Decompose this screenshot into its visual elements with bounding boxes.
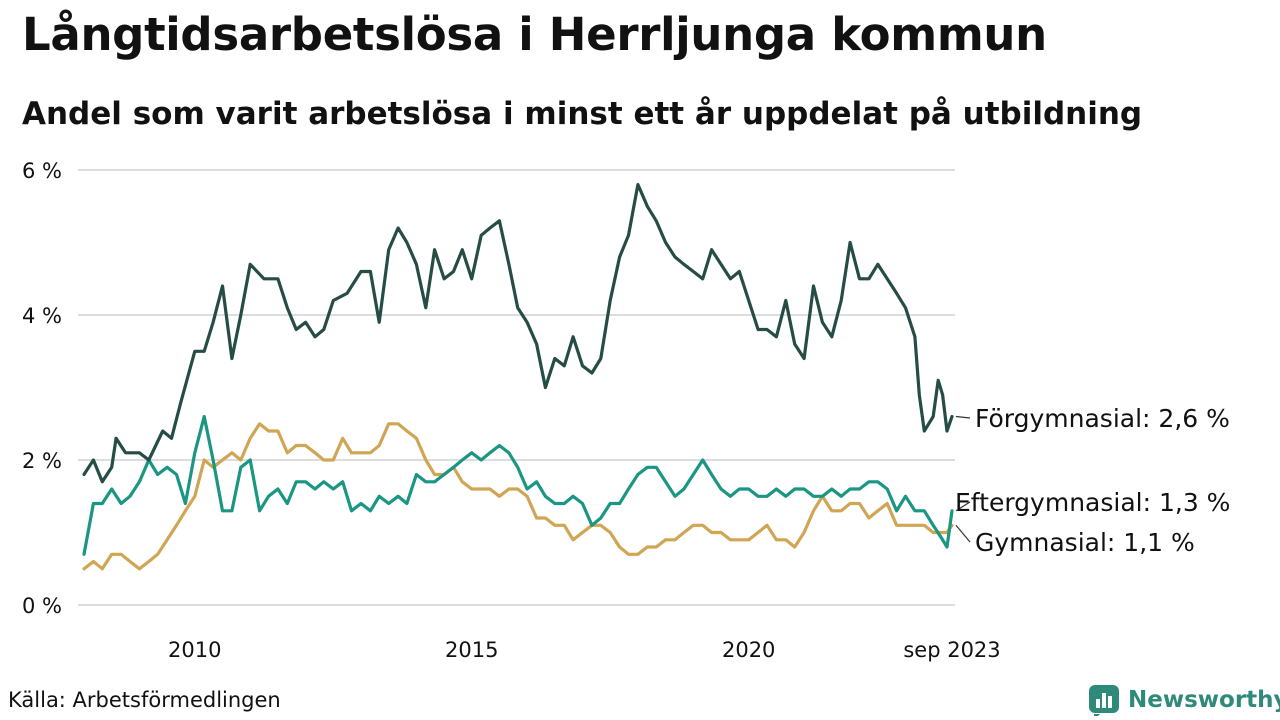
y-tick-label: 0 % bbox=[22, 594, 62, 618]
series-label-eftergymnasial: Eftergymnasial: 1,3 % bbox=[955, 488, 1230, 517]
series-labels: Förgymnasial: 2,6 % Eftergymnasial: 1,3 %… bbox=[955, 404, 1230, 557]
x-tick-label: 2010 bbox=[168, 638, 221, 662]
x-tick-label: sep 2023 bbox=[903, 638, 1000, 662]
leader-line-eftergymnasial bbox=[955, 501, 971, 512]
y-tick-label: 2 % bbox=[22, 449, 62, 473]
series-line-gymnasial bbox=[82, 422, 954, 571]
page-title: Långtidsarbetslösa i Herrljunga kommun bbox=[22, 8, 1047, 61]
series-layer bbox=[82, 182, 954, 571]
source-note: Källa: Arbetsförmedlingen bbox=[8, 688, 281, 712]
series-label-gymnasial: Gymnasial: 1,1 % bbox=[975, 528, 1195, 557]
y-tick-label: 6 % bbox=[22, 159, 62, 183]
brand-name: Newsworthy bbox=[1128, 687, 1280, 713]
y-tick-label: 4 % bbox=[22, 304, 62, 328]
leader-line-forgymnasial bbox=[955, 415, 971, 419]
brand-logo[interactable]: Newsworthy bbox=[1088, 684, 1280, 716]
series-line-eftergymnasial bbox=[82, 414, 954, 556]
series-line-forgymnasial bbox=[82, 182, 954, 484]
x-tick-label: 2020 bbox=[722, 638, 775, 662]
series-label-forgymnasial: Förgymnasial: 2,6 % bbox=[975, 404, 1230, 433]
x-axis-ticks: 2010 2015 2020 sep 2023 bbox=[168, 638, 1001, 662]
page-subtitle: Andel som varit arbetslösa i minst ett å… bbox=[22, 96, 1143, 132]
leader-line-gymnasial bbox=[955, 524, 971, 543]
bar-chart-icon bbox=[1089, 685, 1119, 716]
x-tick-label: 2015 bbox=[445, 638, 498, 662]
